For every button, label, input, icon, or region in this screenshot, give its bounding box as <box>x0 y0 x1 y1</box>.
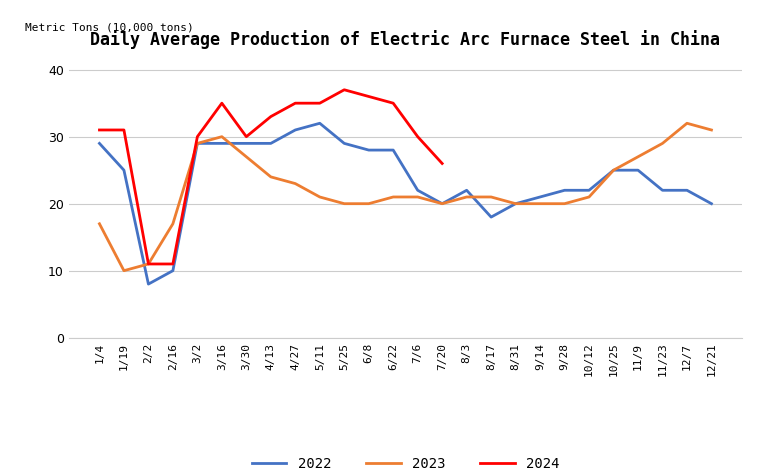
2024 <box>266 114 275 120</box>
Legend: 2022, 2023, 2024: 2022, 2023, 2024 <box>246 452 565 469</box>
2023 <box>315 194 324 200</box>
2022 <box>242 141 251 146</box>
2023 <box>487 194 496 200</box>
2023 <box>438 201 447 206</box>
2022 <box>609 167 618 173</box>
2022 <box>217 141 226 146</box>
2023 <box>707 127 716 133</box>
2024 <box>364 94 373 99</box>
2024 <box>95 127 104 133</box>
2022 <box>584 188 594 193</box>
2023 <box>682 121 692 126</box>
2024 <box>438 161 447 166</box>
2022 <box>291 127 300 133</box>
2024 <box>193 134 202 139</box>
2023 <box>633 154 643 159</box>
2022 <box>315 121 324 126</box>
2023 <box>364 201 373 206</box>
2023 <box>389 194 398 200</box>
2023 <box>168 221 177 227</box>
Title: Daily Average Production of Electric Arc Furnace Steel in China: Daily Average Production of Electric Arc… <box>90 30 721 49</box>
2022 <box>413 188 422 193</box>
2023 <box>242 154 251 159</box>
2023 <box>536 201 545 206</box>
2023 <box>413 194 422 200</box>
2023 <box>217 134 226 139</box>
2023 <box>193 141 202 146</box>
2022 <box>389 147 398 153</box>
2022 <box>487 214 496 220</box>
2022 <box>633 167 643 173</box>
2022 <box>119 167 129 173</box>
2023 <box>291 181 300 186</box>
2023 <box>266 174 275 180</box>
2022 <box>707 201 716 206</box>
Line: 2023: 2023 <box>99 123 711 271</box>
2023 <box>511 201 520 206</box>
2022 <box>438 201 447 206</box>
Line: 2024: 2024 <box>99 90 442 264</box>
2023 <box>462 194 471 200</box>
2023 <box>584 194 594 200</box>
2022 <box>682 188 692 193</box>
2024 <box>291 100 300 106</box>
2023 <box>560 201 569 206</box>
2023 <box>95 221 104 227</box>
2024 <box>144 261 153 267</box>
2022 <box>95 141 104 146</box>
2023 <box>340 201 349 206</box>
2022 <box>266 141 275 146</box>
2023 <box>144 261 153 267</box>
2022 <box>364 147 373 153</box>
2024 <box>217 100 226 106</box>
Text: Metric Tons (10,000 tons): Metric Tons (10,000 tons) <box>25 23 194 32</box>
2022 <box>511 201 520 206</box>
2022 <box>560 188 569 193</box>
2022 <box>168 268 177 273</box>
2022 <box>193 141 202 146</box>
2023 <box>609 167 618 173</box>
2022 <box>340 141 349 146</box>
2024 <box>242 134 251 139</box>
2024 <box>119 127 129 133</box>
2022 <box>536 194 545 200</box>
2024 <box>413 134 422 139</box>
2022 <box>144 281 153 287</box>
2022 <box>462 188 471 193</box>
2024 <box>340 87 349 92</box>
2023 <box>658 141 667 146</box>
2022 <box>658 188 667 193</box>
2023 <box>119 268 129 273</box>
2024 <box>168 261 177 267</box>
2024 <box>315 100 324 106</box>
Line: 2022: 2022 <box>99 123 711 284</box>
2024 <box>389 100 398 106</box>
